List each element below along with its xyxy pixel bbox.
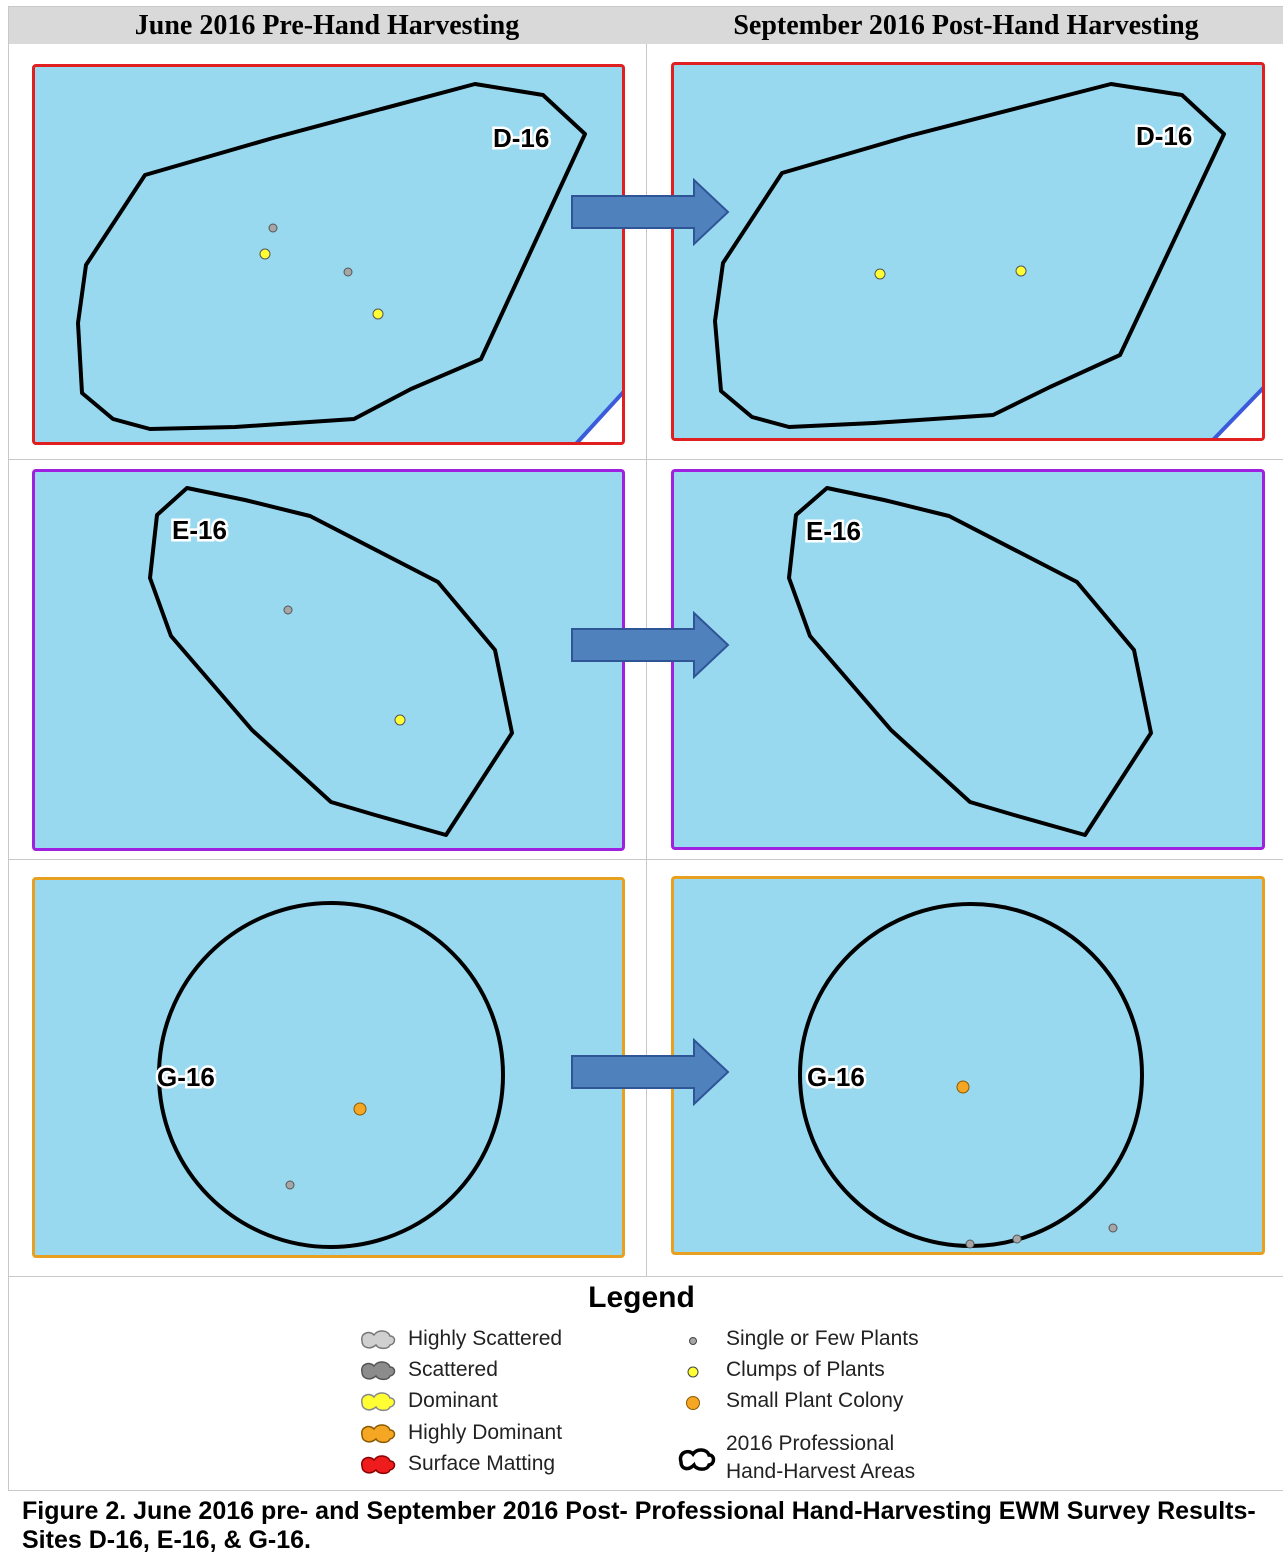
legend-divider (8, 1490, 1283, 1491)
row-divider-3 (8, 1276, 1283, 1277)
map-panel-g16-pre: G-16 (32, 877, 625, 1258)
site-label-e16-post: E-16 (806, 516, 861, 546)
map-panel-d16-post: D-16 (671, 62, 1265, 441)
point-swatch-icon (689, 1337, 697, 1345)
hand-harvest-area-e16 (787, 486, 1153, 837)
hand-harvest-area-d16 (713, 82, 1226, 429)
bed-swatch-icon (361, 1330, 396, 1350)
map-panel-g16-post: G-16 (671, 876, 1265, 1255)
site-label-g16-post: G-16 (807, 1062, 865, 1092)
bed-swatch-icon (361, 1361, 396, 1381)
bed-swatch-icon (361, 1424, 396, 1444)
clump-plant-point (874, 268, 886, 280)
harvest-area-outline-icon (678, 1448, 716, 1471)
site-label-d16-pre: D-16 (493, 123, 549, 153)
single-plant-point (1012, 1234, 1022, 1244)
map-panel-e16-pre: E-16 (32, 469, 625, 851)
column-header-post: September 2016 Post-Hand Harvesting (733, 10, 1199, 41)
right-arrow-icon (571, 178, 730, 246)
map-g16-post: G-16 (798, 902, 1144, 1249)
map-e16-pre: E-16 (148, 486, 514, 837)
right-arrow-icon (571, 611, 730, 679)
single-plant-point (268, 223, 278, 233)
single-plant-point (343, 267, 353, 277)
single-plant-point (1108, 1223, 1118, 1233)
legend-title: Legend (588, 1281, 695, 1314)
site-label-e16-pre: E-16 (172, 515, 227, 545)
clump-plant-point (1015, 265, 1027, 277)
map-e16-post: E-16 (787, 486, 1153, 837)
point-swatch-icon (686, 1396, 700, 1410)
map-d16-post: D-16 (713, 82, 1262, 438)
clump-plant-point (394, 714, 406, 726)
column-header-row: June 2016 Pre-Hand Harvesting September … (8, 6, 1283, 44)
map-panel-e16-post: E-16 (671, 469, 1265, 850)
bed-swatch-icon (361, 1392, 396, 1412)
right-arrow-icon (571, 1038, 730, 1106)
bed-swatch-icon (361, 1455, 396, 1475)
single-plant-point (283, 605, 293, 615)
map-d16-pre: D-16 (76, 82, 622, 442)
map-g16-pre: G-16 (155, 901, 505, 1249)
clump-plant-point (259, 248, 271, 260)
row-divider-2 (8, 859, 1283, 860)
point-swatch-icon (687, 1366, 699, 1378)
site-label-g16-pre: G-16 (157, 1062, 215, 1092)
single-plant-point (965, 1239, 975, 1249)
figure-caption: Figure 2. June 2016 pre- and September 2… (22, 1497, 1256, 1554)
map-panel-d16-pre: D-16 (32, 64, 625, 445)
row-divider-1 (8, 459, 1283, 460)
hand-harvest-area-e16 (148, 486, 514, 837)
colony-plant-point (353, 1102, 367, 1116)
hand-harvest-area-d16 (76, 82, 587, 431)
colony-plant-point (956, 1080, 970, 1094)
single-plant-point (285, 1180, 295, 1190)
clump-plant-point (372, 308, 384, 320)
d16-boundary-line (1212, 386, 1262, 438)
column-header-pre: June 2016 Pre-Hand Harvesting (134, 10, 520, 41)
d16-boundary-line (575, 390, 622, 442)
site-label-d16-post: D-16 (1136, 121, 1192, 151)
hand-harvest-area-g16 (157, 901, 505, 1249)
